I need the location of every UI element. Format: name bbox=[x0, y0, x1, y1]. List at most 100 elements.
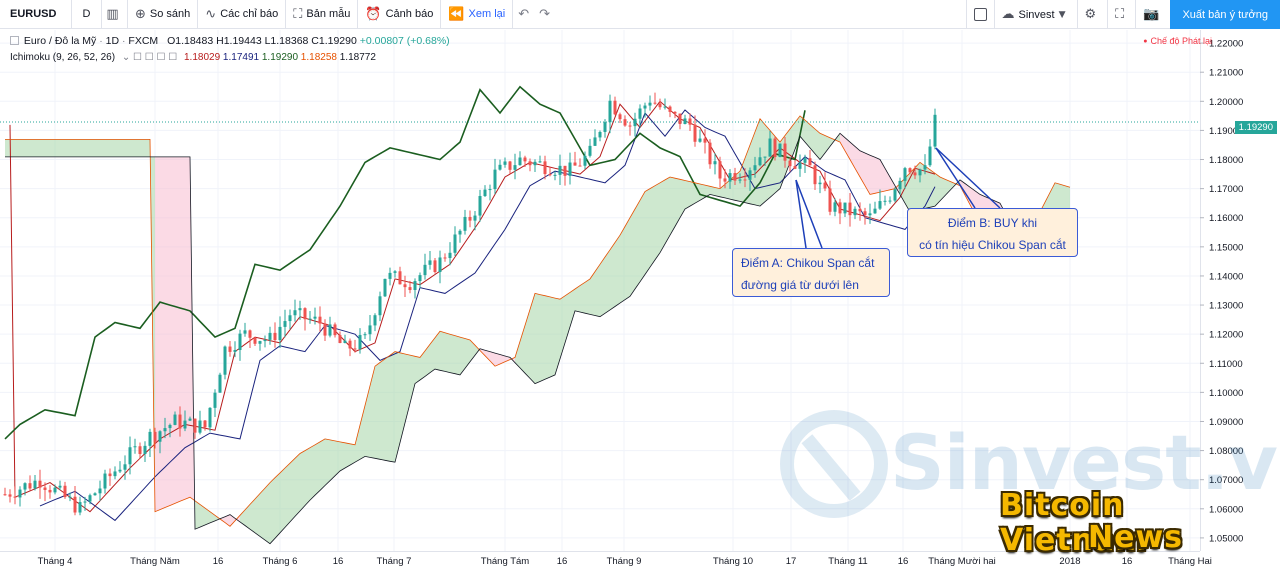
candle-body bbox=[793, 166, 797, 169]
fullscreen-button[interactable]: ⛶ bbox=[1107, 0, 1135, 29]
candle-body bbox=[253, 337, 257, 344]
candle-body bbox=[93, 493, 97, 496]
alerts-label: Cảnh báo bbox=[385, 8, 434, 20]
candle-body bbox=[738, 179, 742, 181]
candle-body bbox=[33, 480, 37, 489]
callout-a-line2: đường giá từ dưới lên bbox=[741, 278, 859, 292]
cloud-segment bbox=[485, 350, 490, 361]
price-chart[interactable]: 1.22000 1.21000 1.20000 1.19000 1.18000 1.170… bbox=[0, 30, 1280, 575]
candle-body bbox=[338, 335, 342, 343]
settings-button[interactable]: ⚙ bbox=[1076, 0, 1108, 29]
candle-body bbox=[438, 257, 442, 273]
cloud-segment bbox=[365, 385, 370, 458]
cloud-segment bbox=[155, 156, 160, 512]
cloud-segment bbox=[475, 345, 480, 356]
compare-button[interactable]: ⊕ So sánh bbox=[128, 0, 199, 29]
cloud-segment bbox=[290, 458, 295, 522]
candle-body bbox=[313, 316, 317, 319]
cloud-segment bbox=[855, 146, 860, 177]
cloud-segment bbox=[675, 178, 680, 227]
annotation-arrows bbox=[795, 147, 1001, 249]
snapshot-button[interactable]: 📷 bbox=[1135, 0, 1170, 29]
interval-button[interactable]: D bbox=[72, 0, 102, 29]
candle-body bbox=[678, 113, 682, 125]
candle-body bbox=[898, 180, 902, 190]
candle-body bbox=[43, 487, 47, 490]
templates-button[interactable]: ⛶ Bản mẫu bbox=[286, 0, 359, 29]
callout-b-line1: Điểm B: BUY khi bbox=[947, 216, 1038, 230]
layout-button[interactable] bbox=[965, 0, 994, 29]
candle-body bbox=[643, 105, 647, 109]
replay-button[interactable]: ⏪ Xem lại bbox=[441, 0, 514, 29]
cloud-segment bbox=[380, 358, 385, 461]
symbol-search[interactable]: EURUSD bbox=[0, 0, 72, 29]
publish-idea-button[interactable]: Xuất bản ý tưởng bbox=[1170, 0, 1280, 29]
candle-body bbox=[693, 124, 697, 142]
undo-button[interactable]: ↶ bbox=[513, 0, 534, 29]
indicators-button[interactable]: ∿ Các chỉ báo bbox=[198, 0, 287, 29]
candle-body bbox=[108, 473, 112, 477]
legend-title: Euro / Đô la Mỹ bbox=[23, 35, 97, 47]
price-axis[interactable]: 1.22000 1.21000 1.20000 1.19000 1.18000 1.170… bbox=[1200, 30, 1280, 575]
cloud-segment bbox=[805, 120, 810, 148]
cloud-segment bbox=[595, 264, 600, 317]
ichimoku-lines bbox=[0, 85, 1200, 545]
candle-body bbox=[333, 324, 337, 336]
candle-body bbox=[633, 118, 637, 127]
candle-body bbox=[813, 165, 817, 185]
candle-body bbox=[58, 485, 62, 488]
candle-body bbox=[708, 142, 712, 165]
time-axis[interactable]: Tháng 4 Tháng Năm 16 Tháng 6 16 Tháng 7 Tháng … bbox=[0, 551, 1212, 568]
callout-point-a: Điểm A: Chikou Span cắt đường giá từ dướ… bbox=[732, 248, 890, 297]
cloud-segment bbox=[30, 139, 35, 157]
indicator-menu-icons[interactable]: ⌄ ☐ ☐ ☐ ☐ bbox=[121, 52, 178, 63]
time-tick-label: Tháng Năm bbox=[130, 556, 180, 567]
cloud-segment bbox=[25, 139, 30, 157]
cloud-segment bbox=[250, 498, 255, 533]
cloud-segment bbox=[860, 150, 865, 186]
candle-body bbox=[453, 234, 457, 253]
redo-button[interactable]: ↷ bbox=[534, 0, 555, 29]
candle-body bbox=[593, 137, 597, 146]
candle-body bbox=[103, 473, 107, 489]
cloud-account-button[interactable]: ☁ Sinvest ▼ bbox=[993, 0, 1077, 29]
cloud-segment bbox=[65, 139, 70, 157]
callout-point-b: Điểm B: BUY khi có tín hiệu Chikou Span … bbox=[907, 208, 1078, 257]
candle-body bbox=[648, 102, 652, 106]
candle-body bbox=[408, 287, 412, 290]
candle-body bbox=[788, 160, 792, 167]
cloud-segment bbox=[185, 156, 190, 500]
account-label: Sinvest bbox=[1018, 8, 1055, 21]
alerts-button[interactable]: ⏰ Cảnh báo bbox=[358, 0, 442, 29]
cloud-segment bbox=[665, 176, 670, 244]
price-tick-label: 1.09000 bbox=[1209, 417, 1243, 428]
cloud-segment bbox=[455, 335, 460, 375]
cloud-segment bbox=[825, 135, 830, 153]
candle-body bbox=[8, 494, 12, 497]
cloud-segment bbox=[425, 344, 430, 377]
candle-body bbox=[28, 483, 32, 489]
collapse-toggle[interactable] bbox=[10, 36, 19, 45]
cloud-segment bbox=[465, 338, 470, 369]
cloud-segment bbox=[625, 217, 630, 300]
candle-body bbox=[298, 308, 302, 311]
candle-body bbox=[533, 161, 537, 166]
cloud-segment bbox=[255, 493, 260, 537]
cloud-segment bbox=[730, 175, 735, 201]
candle-body bbox=[523, 157, 527, 162]
cloud-segment bbox=[330, 439, 335, 481]
cloud-segment bbox=[940, 176, 945, 201]
candle-body bbox=[68, 496, 72, 498]
candle-body bbox=[778, 143, 782, 158]
sinvest-watermark: Sinvest.vn bbox=[890, 418, 1280, 507]
cloud-segment bbox=[50, 139, 55, 157]
cloud-segment bbox=[935, 173, 940, 207]
chart-type-button[interactable]: ▥ bbox=[102, 0, 128, 29]
candle-body bbox=[18, 489, 22, 498]
senkou-span-b bbox=[5, 132, 1071, 545]
legend-interval: 1D bbox=[105, 35, 120, 47]
candle-body bbox=[218, 374, 222, 393]
candle-body bbox=[883, 200, 887, 202]
candle-body bbox=[918, 169, 922, 176]
candles bbox=[3, 92, 937, 516]
